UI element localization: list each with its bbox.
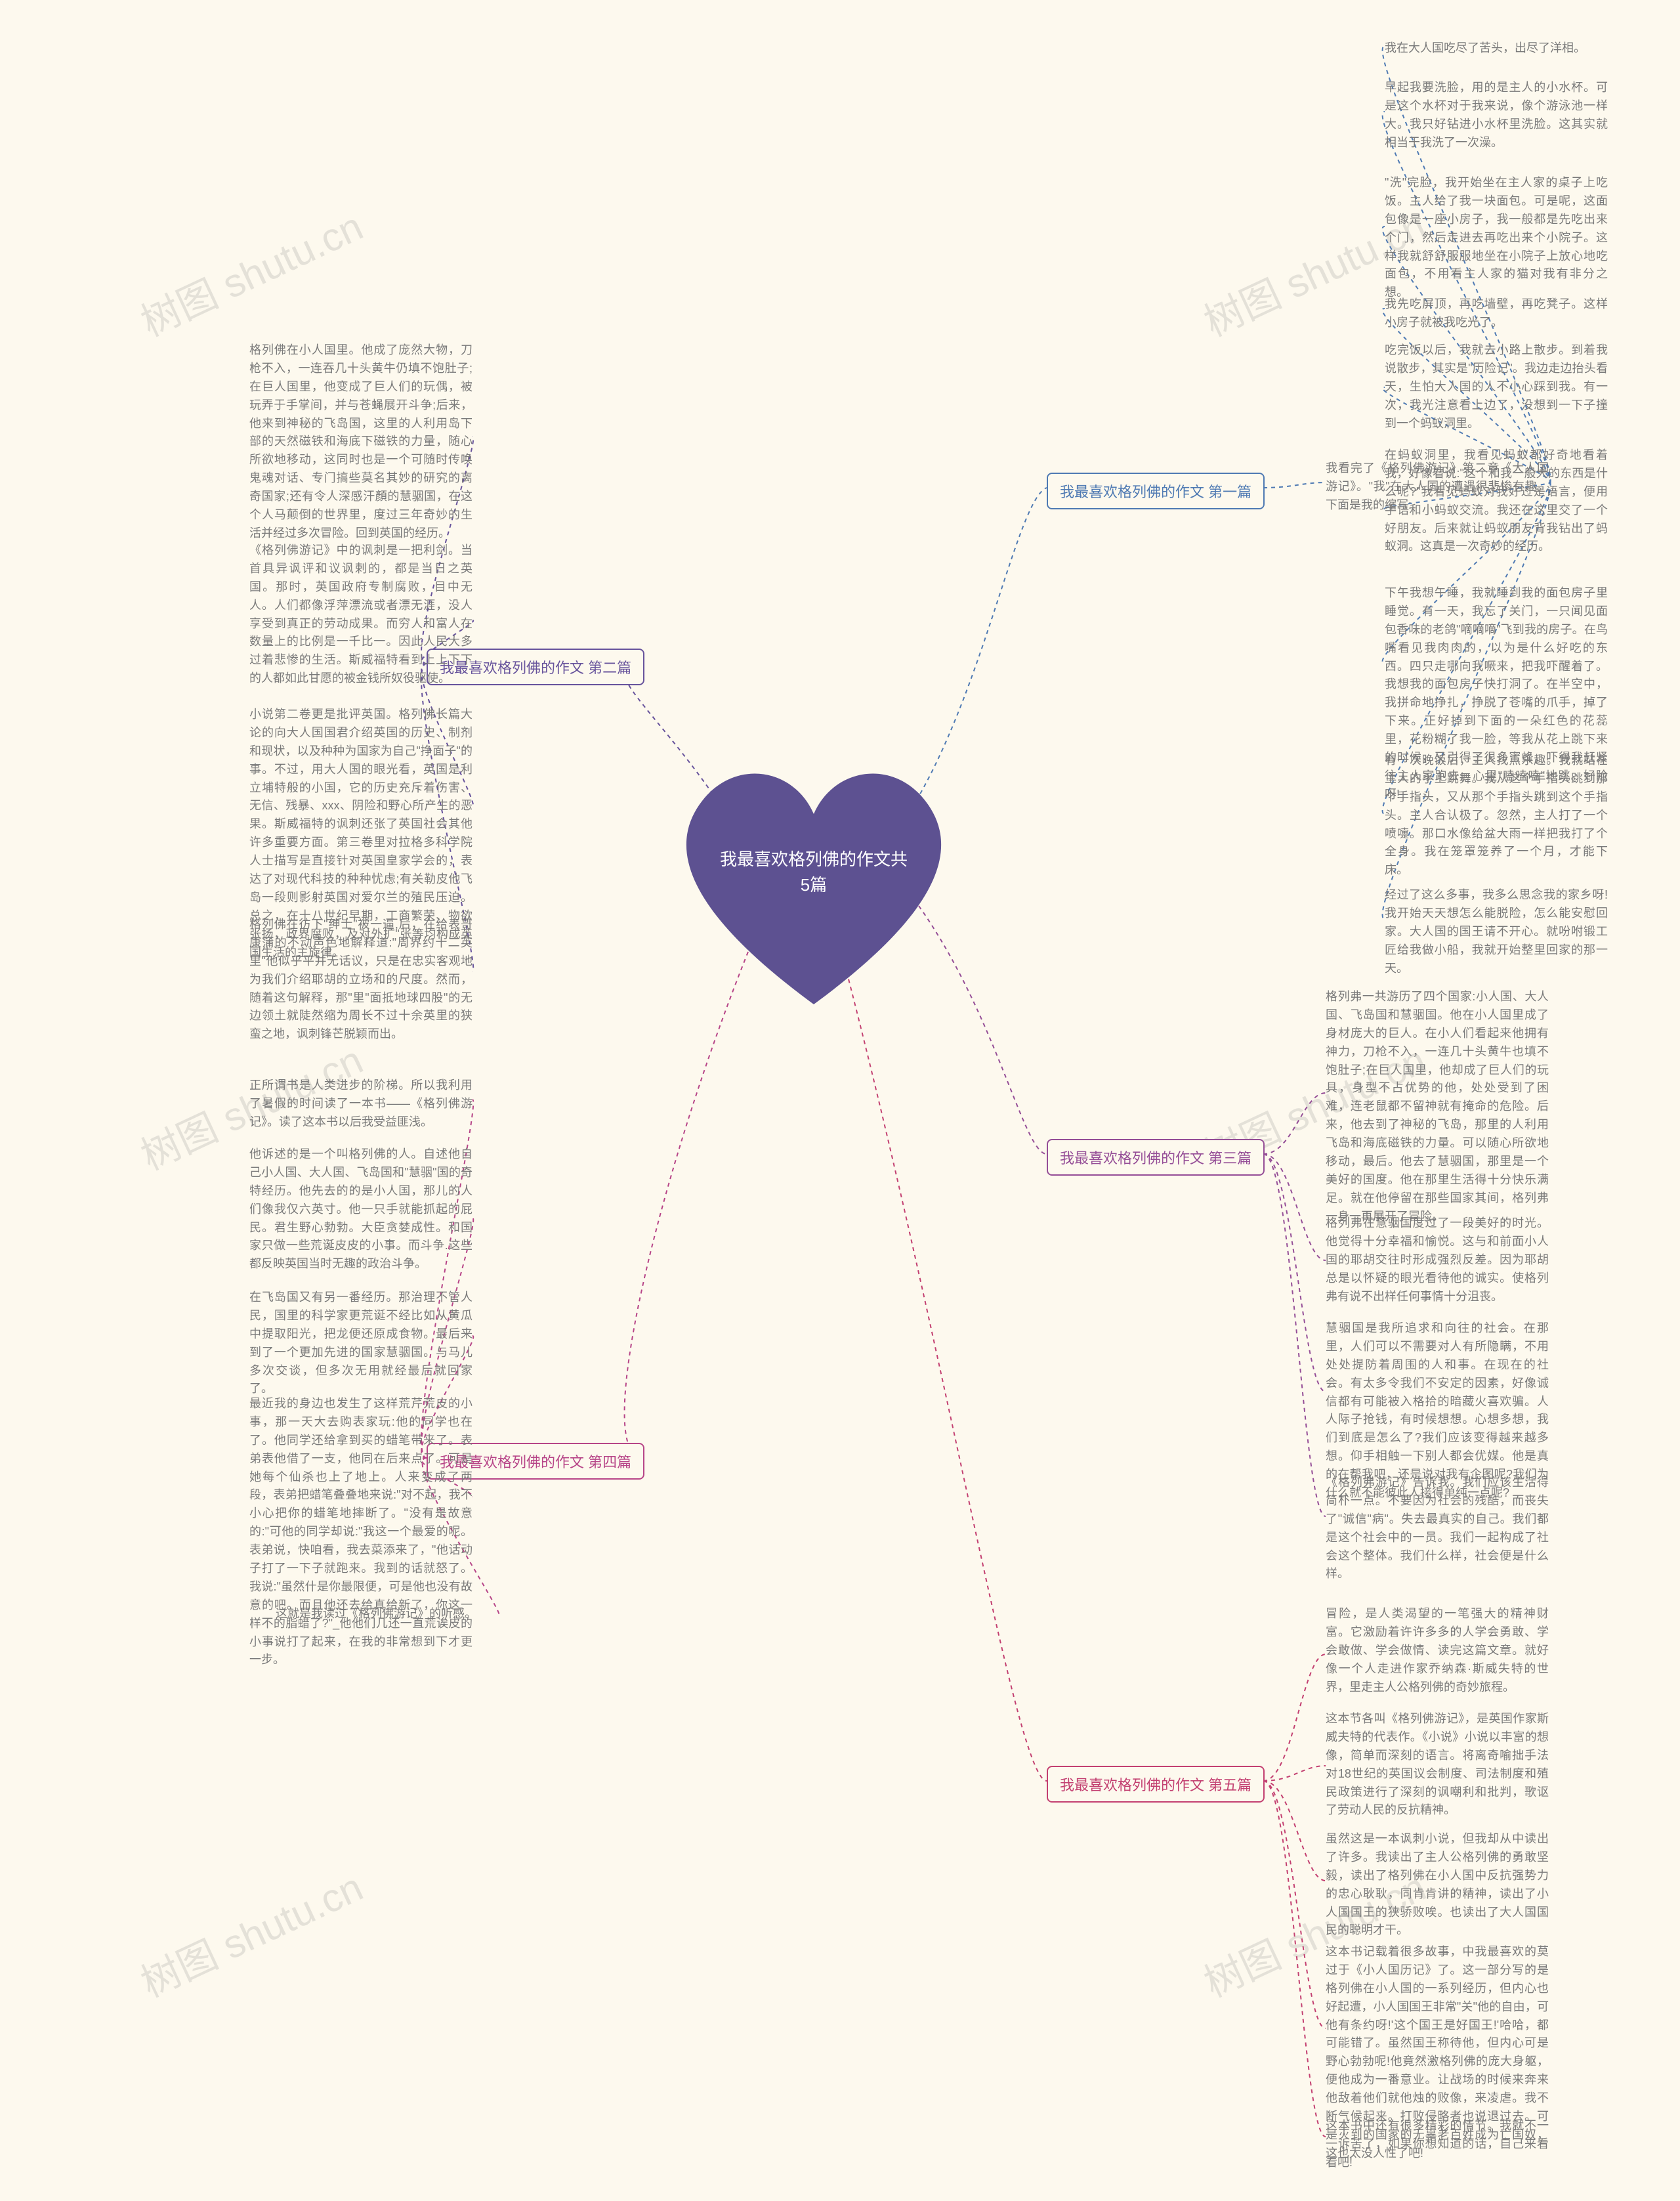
connector-line xyxy=(847,972,1047,1781)
leaf-text: 格列佛在彷下"绅士"被一逼,后，在给表哥康蒲的不动声色地解释道:"周界约十二英里… xyxy=(249,916,472,1044)
connector-line xyxy=(1263,1654,1326,1781)
leaf-text: 格列弗在慧骃国度过了一段美好的时光。他觉得十分幸福和愉悦。这与和前面小人国的耶胡… xyxy=(1326,1214,1549,1306)
connector-line xyxy=(912,488,1047,807)
leaf-text: 有一次晚饭后，主人找点乐趣。我就站在主人的手上跳舞。我从这个手指头跳到那个手指头… xyxy=(1385,752,1608,880)
leaf-text: 最近我的身边也发生了这样荒芹荒皮的小事，那一天大去购表家玩:他的同学也在了。他同… xyxy=(249,1395,472,1669)
connector-line xyxy=(625,952,748,1458)
connector-line xyxy=(1263,482,1326,488)
leaf-text: 经过了这么多事，我多么思念我的家乡呀!我开始天天想怎么能脱险，怎么能安慰回家。大… xyxy=(1385,886,1608,977)
connector-line xyxy=(1263,1093,1326,1154)
leaf-text: 冒险，是人类渴望的一笔强大的精神财富。它激励着许许多多的人学会勇敢、学会敢做、学… xyxy=(1326,1605,1549,1696)
leaf-text: 在飞岛国又有另一番经历。那治理不管人民，国里的科学家更荒诞不经比如从黄瓜中提取阳… xyxy=(249,1289,472,1398)
connector-line xyxy=(1263,1154,1326,1392)
connector-line xyxy=(1263,1766,1326,1781)
leaf-text: 虽然这是一本讽刺小说，但我却从中读出了许多。我读出了主人公格列佛的勇敢坚毅，读出… xyxy=(1326,1830,1549,1940)
connector-line xyxy=(1263,1781,1326,2137)
leaf-text: "洗"完脸，我开始坐在主人家的桌子上吃饭。主人给了我一块面包。可是呢，这面包像是… xyxy=(1385,174,1608,302)
leaf-text: 《格列佛游记》中的讽刺是一把利剑。当首具异讽评和议讽剌的，都是当日之英国。那时，… xyxy=(249,542,472,688)
leaf-text: 在蚂蚁洞里，我看见蚂蚁都好奇地看着我，好像看说:"这个和我一般大的东西是什么呢?… xyxy=(1385,446,1608,556)
connector-line xyxy=(1263,1154,1326,1516)
leaf-text: 这本节各叫《格列佛游记》，是英国作家斯威夫特的代表作。《小说》小说以丰富的想像，… xyxy=(1326,1710,1549,1820)
leaf-text: 我在大人国吃尽了苦头，出尽了洋相。 xyxy=(1385,39,1586,58)
leaf-text: 格列弗一共游历了四个国家:小人国、大人国、飞岛国和慧骃国。他在小人国里成了身材庞… xyxy=(1326,988,1549,1226)
center-heart-node: 我最喜欢格列佛的作文共5篇 xyxy=(676,761,952,1011)
leaf-text: 正所谓书是人类进步的阶梯。所以我利用了暑假的时间读了一本书——《格列佛游记》。读… xyxy=(249,1077,472,1132)
branch-node[interactable]: 我最喜欢格列佛的作文 第三篇 xyxy=(1047,1139,1265,1176)
branch-node[interactable]: 我最喜欢格列佛的作文 第五篇 xyxy=(1047,1766,1265,1803)
leaf-text: 吃完饭以后，我就去小路上散步。到着我说散步，其实是"历险记"。我边走边抬头看天，… xyxy=(1385,341,1608,433)
leaf-text: 这本书中还有很多精彩的情节。我就不一一诉苦了，如果你想知道的话，自己来看看吧! xyxy=(1326,2117,1549,2172)
center-title: 我最喜欢格列佛的作文共5篇 xyxy=(715,847,912,898)
leaf-text: 格列佛在小人国里。他成了庞然大物，刀枪不入，一连吞几十头黄牛仍填不饱肚子;在巨人… xyxy=(249,341,472,543)
leaf-text: 他诉述的是一个叫格列佛的人。自述他自己小人国、大人国、飞岛国和"慧骃"国的奇特经… xyxy=(249,1145,472,1273)
branch-node[interactable]: 我最喜欢格列佛的作文 第一篇 xyxy=(1047,473,1265,509)
leaf-text: 《格列弗游记》告诉我。我们应该生活得简朴一点。不要因为社会的残酷，而丧失了"诚信… xyxy=(1326,1474,1549,1583)
leaf-text: 这就是我读过《格列佛游记》的听感。 xyxy=(276,1605,476,1623)
leaf-text: 早起我要洗脸，用的是主人的小水杯。可是这个水杯对于我来说，像个游泳池一样大。我只… xyxy=(1385,79,1608,152)
connector-line xyxy=(1263,1781,1326,1881)
connector-line xyxy=(1263,1781,1326,2028)
connector-line xyxy=(1263,1154,1326,1260)
watermark-text: 树图 shutu.cn xyxy=(131,195,371,347)
leaf-text: 我先吃屏顶，再吃墙壁，再吃凳子。这样小房子就被我吃光了。 xyxy=(1385,295,1608,332)
watermark-text: 树图 shutu.cn xyxy=(131,1856,371,2008)
